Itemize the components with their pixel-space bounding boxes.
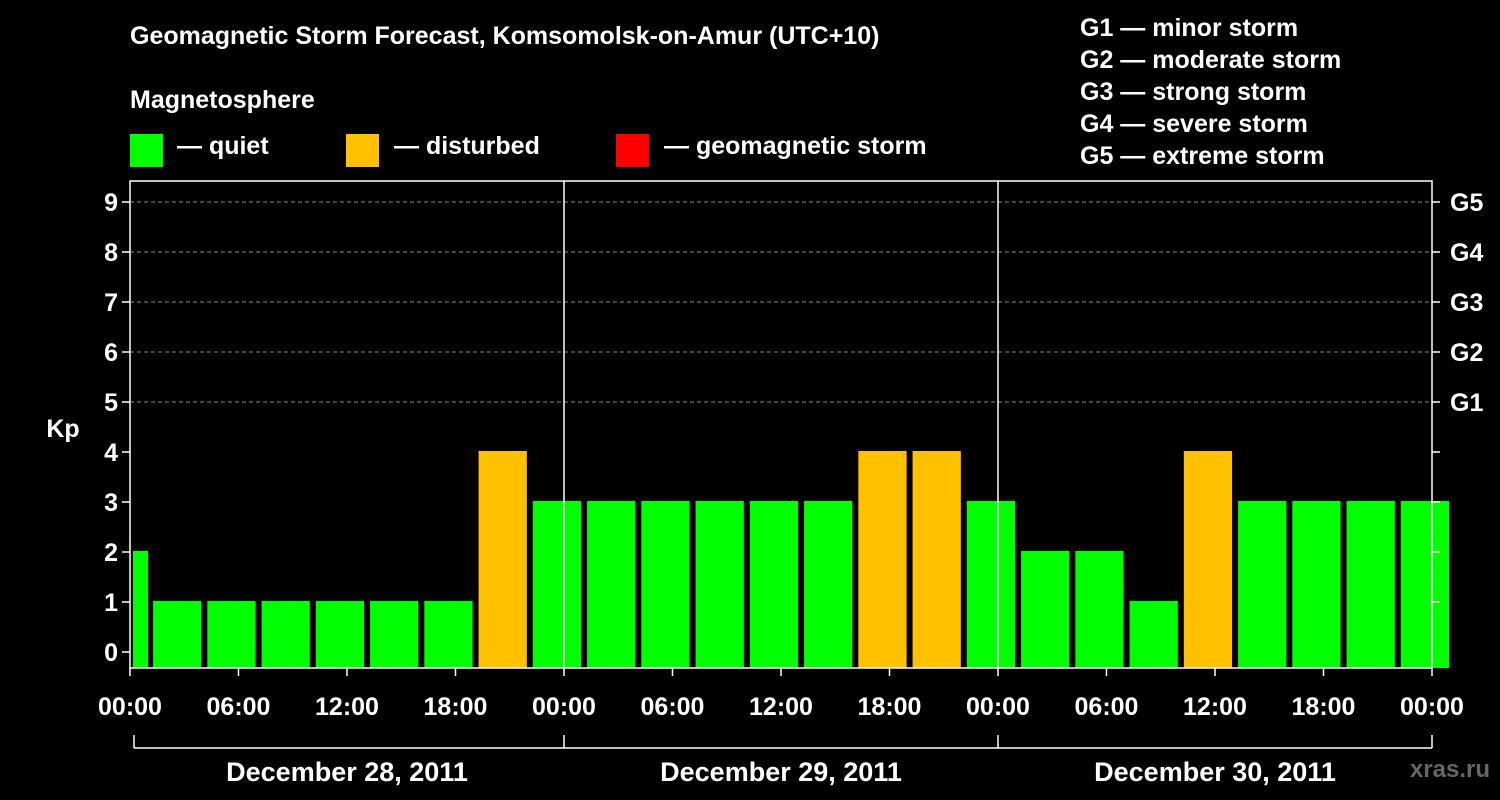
x-tick-label: 18:00 — [1292, 693, 1356, 721]
g-scale-g2: G2 — moderate storm — [1080, 46, 1342, 74]
g-axis-label: G1 — [1450, 389, 1483, 417]
kp-bar — [370, 601, 419, 668]
legend-label-storm: — geomagnetic storm — [664, 132, 927, 160]
y-tick-label: 3 — [104, 489, 118, 517]
kp-bar — [1346, 501, 1395, 668]
y-tick-label: 2 — [104, 539, 118, 567]
kp-bar — [1292, 501, 1341, 668]
kp-bar — [966, 501, 1016, 668]
kp-bar — [1021, 551, 1070, 668]
g-scale-g1: G1 — minor storm — [1080, 14, 1299, 42]
legend-label-quiet: — quiet — [177, 132, 269, 160]
kp-bar — [1400, 501, 1450, 668]
g-axis-label: G3 — [1450, 289, 1483, 317]
g-axis-label: G2 — [1450, 339, 1483, 367]
kp-bar — [1183, 451, 1233, 668]
legend-label-disturbed: — disturbed — [394, 132, 540, 160]
x-tick-label: 12:00 — [1183, 693, 1247, 721]
x-tick-label: 12:00 — [749, 693, 813, 721]
y-tick-label: 5 — [104, 389, 118, 417]
y-tick-label: 1 — [104, 589, 118, 617]
g-scale-g3: G3 — strong storm — [1080, 78, 1307, 106]
day-label: December 29, 2011 — [660, 757, 902, 787]
g-scale-g4: G4 — severe storm — [1080, 110, 1308, 138]
day-label: December 28, 2011 — [226, 757, 468, 787]
legend-swatch-storm — [616, 134, 649, 167]
y-tick-label: 8 — [104, 239, 118, 267]
x-tick-label: 06:00 — [207, 693, 271, 721]
kp-bar — [804, 501, 853, 668]
kp-bar — [587, 501, 636, 668]
x-tick-label: 00:00 — [532, 693, 596, 721]
kp-bar — [532, 501, 582, 668]
x-tick-label: 00:00 — [1400, 693, 1464, 721]
y-tick-label: 0 — [104, 639, 118, 667]
source-watermark: xras.ru — [1409, 756, 1490, 783]
y-tick-label: 4 — [104, 439, 118, 467]
x-tick-label: 18:00 — [858, 693, 922, 721]
kp-bar — [912, 451, 961, 668]
kp-bar — [133, 551, 149, 668]
kp-bar — [153, 601, 202, 668]
kp-bar — [641, 501, 690, 668]
kp-bar — [695, 501, 744, 668]
legend-swatch-quiet — [130, 134, 163, 167]
x-tick-label: 00:00 — [966, 693, 1030, 721]
kp-bar — [478, 451, 527, 668]
kp-bar — [749, 501, 799, 668]
kp-bar — [1075, 551, 1124, 668]
y-tick-label: 6 — [104, 339, 118, 367]
x-tick-label: 06:00 — [1075, 693, 1139, 721]
legend-swatch-disturbed — [346, 134, 379, 167]
day-label: December 30, 2011 — [1094, 757, 1336, 787]
g-axis-label: G4 — [1450, 239, 1483, 267]
chart-title: Geomagnetic Storm Forecast, Komsomolsk-o… — [130, 22, 880, 50]
kp-bar — [261, 601, 310, 668]
kp-bar — [1129, 601, 1178, 668]
x-tick-label: 06:00 — [641, 693, 705, 721]
kp-bar — [1238, 501, 1287, 668]
x-tick-label: 12:00 — [315, 693, 379, 721]
y-tick-label: 9 — [104, 189, 118, 217]
g-scale-g5: G5 — extreme storm — [1080, 142, 1325, 170]
y-tick-label: 7 — [104, 289, 118, 317]
kp-bar — [315, 601, 365, 668]
x-tick-label: 00:00 — [98, 693, 162, 721]
kp-bar — [207, 601, 256, 668]
y-axis-label: Kp — [46, 415, 79, 443]
kp-bar — [858, 451, 907, 668]
legend-heading: Magnetosphere — [130, 86, 315, 114]
g-axis-label: G5 — [1450, 189, 1483, 217]
x-tick-label: 18:00 — [424, 693, 488, 721]
kp-bar — [424, 601, 473, 668]
